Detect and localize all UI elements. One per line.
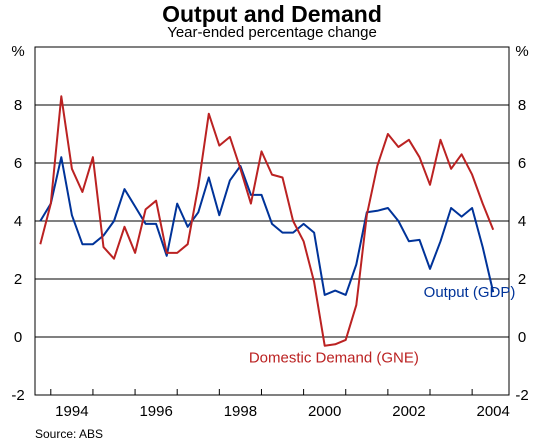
y-tick-label-left: -2 [11,387,24,404]
plot-frame [34,46,510,396]
x-tick-label: 1998 [224,403,257,420]
y-tick-label-left: 0 [14,329,22,346]
gne-series-line [39,95,495,347]
y-axis-unit-left: % [11,43,24,60]
y-tick-label-right: 6 [518,155,526,172]
gne-series-label: Domestic Demand (GNE) [249,349,419,366]
y-tick-label-left: 4 [14,213,22,230]
y-tick-label-left: 2 [14,271,22,288]
y-axis-ticks: -2 -2 0 0 2 2 4 4 6 6 8 8 [11,97,528,404]
x-tick-label: 2004 [477,403,510,420]
series-lines [39,95,495,347]
chart-title: Output and Demand [162,1,382,27]
y-tick-label-right: 0 [518,329,526,346]
y-axis-unit-right: % [515,43,528,60]
x-tick-label: 2002 [392,403,425,420]
x-axis-ticks: 1994 1996 1998 2000 2002 2004 [50,389,510,420]
gridlines [35,104,509,338]
y-tick-label-right: -2 [515,387,528,404]
y-tick-label-right: 2 [518,271,526,288]
x-tick-label: 1996 [139,403,172,420]
chart-subtitle: Year-ended percentage change [167,24,377,41]
x-tick-label: 2000 [308,403,341,420]
gdp-series-label: Output (GDP) [424,284,516,301]
gdp-series-line [39,156,495,296]
x-tick-label: 1994 [55,403,88,420]
y-tick-label-right: 8 [518,97,526,114]
source-note: Source: ABS [35,427,104,441]
y-tick-label-left: 8 [14,97,22,114]
y-tick-label-right: 4 [518,213,526,230]
y-tick-label-left: 6 [14,155,22,172]
series-labels: Output (GDP) Domestic Demand (GNE) [249,284,516,366]
